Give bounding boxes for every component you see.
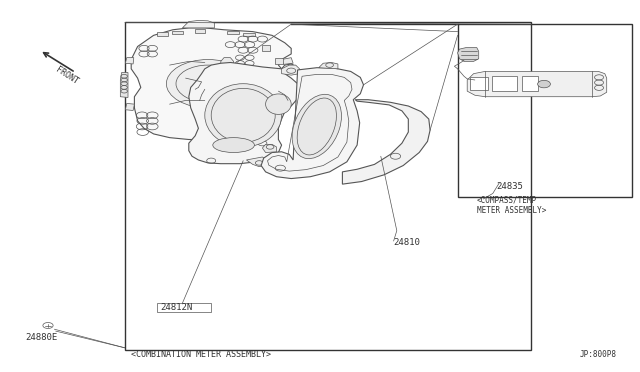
Text: <COMBINATION METER ASSEMBLY>: <COMBINATION METER ASSEMBLY> — [131, 350, 271, 359]
Polygon shape — [131, 28, 291, 140]
Bar — [256, 82, 264, 89]
Bar — [275, 58, 283, 64]
Ellipse shape — [205, 84, 282, 147]
Polygon shape — [467, 71, 607, 97]
Polygon shape — [262, 144, 276, 153]
Text: FRONT: FRONT — [54, 65, 80, 86]
Bar — [262, 45, 270, 51]
Text: 24812N: 24812N — [160, 303, 192, 312]
Bar — [243, 33, 255, 36]
Bar — [172, 31, 183, 34]
Circle shape — [538, 80, 550, 88]
Polygon shape — [319, 62, 338, 69]
Polygon shape — [125, 58, 134, 64]
Bar — [522, 76, 538, 91]
Polygon shape — [221, 58, 234, 73]
Polygon shape — [120, 73, 128, 97]
Text: METER ASSEMBLY>: METER ASSEMBLY> — [477, 206, 546, 215]
Bar — [227, 31, 239, 34]
Bar — [492, 76, 517, 91]
Bar — [470, 77, 488, 90]
Polygon shape — [261, 68, 364, 179]
Polygon shape — [282, 58, 293, 64]
Polygon shape — [189, 62, 300, 164]
Bar — [269, 71, 276, 77]
Polygon shape — [342, 100, 430, 184]
Ellipse shape — [292, 94, 342, 158]
Bar — [195, 29, 205, 33]
Ellipse shape — [212, 138, 255, 153]
Bar — [125, 22, 531, 350]
Polygon shape — [209, 93, 223, 102]
Text: JP:800P8: JP:800P8 — [579, 350, 616, 359]
Bar — [157, 32, 168, 36]
Polygon shape — [458, 48, 479, 61]
Text: 24835: 24835 — [496, 182, 523, 191]
Text: 24880E: 24880E — [26, 333, 58, 342]
Bar — [458, 24, 632, 197]
Polygon shape — [125, 103, 134, 110]
Text: 24810: 24810 — [394, 238, 420, 247]
Polygon shape — [282, 65, 300, 75]
Polygon shape — [246, 157, 268, 167]
Polygon shape — [182, 20, 214, 28]
Circle shape — [166, 60, 250, 108]
Ellipse shape — [266, 94, 291, 115]
Bar — [157, 303, 211, 312]
Text: <COMPASS/TEMP: <COMPASS/TEMP — [477, 195, 537, 204]
